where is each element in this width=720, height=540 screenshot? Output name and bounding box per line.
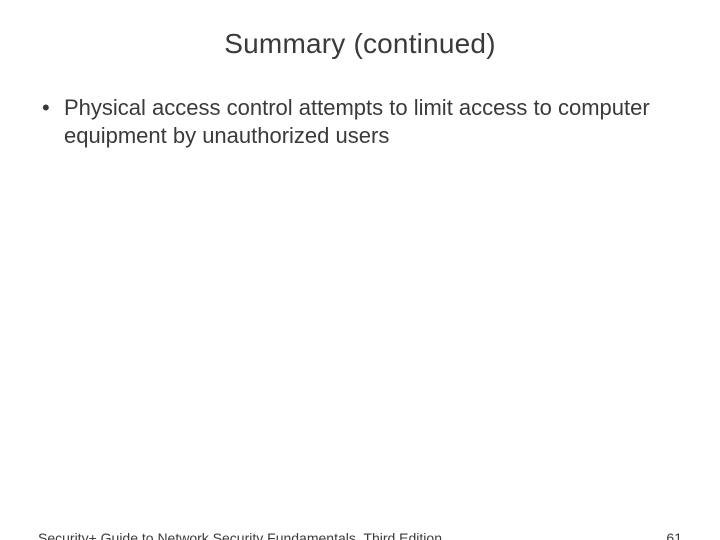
- footer-source: Security+ Guide to Network Security Fund…: [38, 530, 442, 540]
- slide-footer: Security+ Guide to Network Security Fund…: [0, 530, 720, 540]
- slide-title: Summary (continued): [0, 28, 720, 60]
- slide-body: Physical access control attempts to limi…: [0, 94, 720, 150]
- page-number: 61: [666, 530, 682, 540]
- list-item: Physical access control attempts to limi…: [38, 94, 682, 150]
- slide: Summary (continued) Physical access cont…: [0, 28, 720, 540]
- bullet-list: Physical access control attempts to limi…: [38, 94, 682, 150]
